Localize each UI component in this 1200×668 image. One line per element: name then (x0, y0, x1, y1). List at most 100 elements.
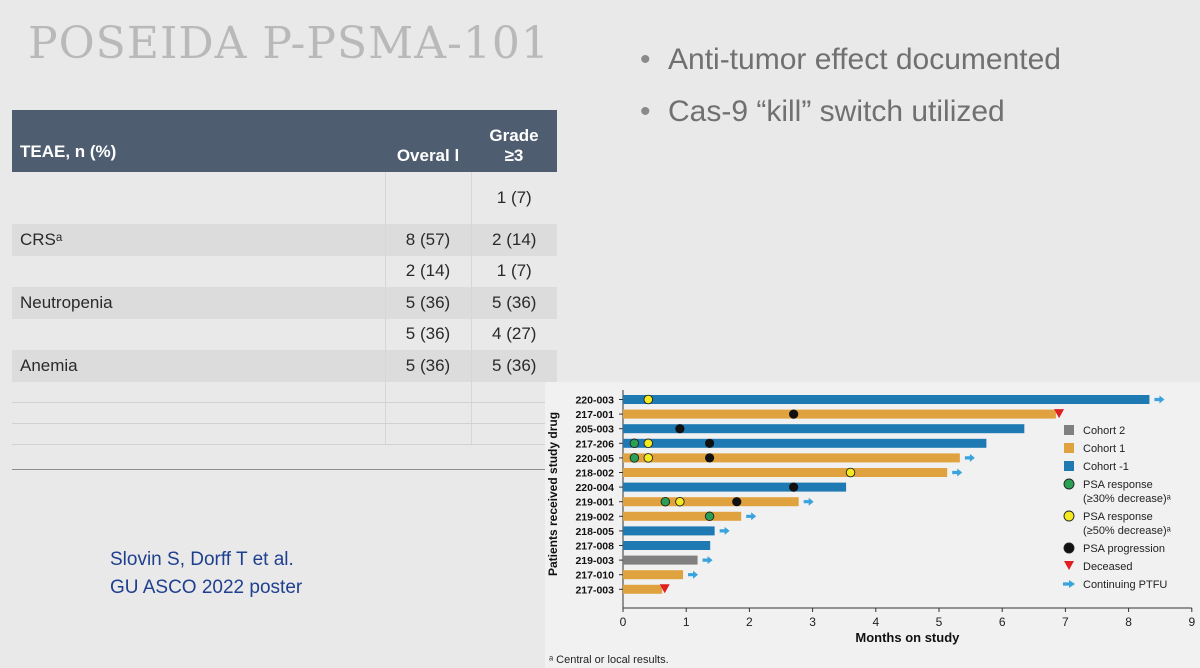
cell-grade3: 5 (36) (470, 350, 557, 382)
empty-cell (12, 423, 385, 445)
citation-source: GU ASCO 2022 poster (110, 577, 303, 598)
x-tick-label: 4 (872, 615, 879, 629)
slide-title: POSEIDA P-PSMA-101 (28, 18, 550, 69)
patient-label: 219-001 (575, 497, 614, 509)
patient-bar (623, 584, 663, 594)
deceased-marker (1054, 409, 1065, 419)
patient-label: 217-008 (575, 541, 614, 553)
bullet-text: Anti-tumor effect documented (668, 43, 1061, 76)
table-row: 2 (14) 1 (7) (12, 255, 557, 288)
chart-footnote: ᵃ Central or local results. (549, 654, 669, 666)
empty-cell (12, 381, 385, 403)
psa-response-50-marker (675, 496, 685, 507)
cell-grade3: 5 (36) (470, 287, 557, 319)
cell-grade3: 4 (27) (470, 318, 557, 350)
psa-response-30-marker (704, 511, 715, 522)
deceased-marker (659, 584, 670, 594)
table-divider (12, 469, 557, 470)
continuing-ptfu-arrow (688, 570, 699, 579)
patient-label: 217-010 (575, 570, 614, 582)
x-tick-label: 0 (620, 615, 627, 629)
cell-overall: 2 (14) (384, 255, 471, 287)
legend-swatch (1063, 542, 1075, 554)
continuing-ptfu-arrow (964, 453, 975, 462)
table-header-row: TEAE, n (%) Overal l Grade ≥3 (12, 110, 557, 172)
patient-label: 217-003 (575, 584, 614, 596)
psa-progression-marker (675, 424, 685, 434)
patient-label: 218-005 (575, 526, 614, 538)
table-row: CRSᵃ 8 (57) 2 (14) (12, 224, 557, 256)
legend-swatch (1064, 561, 1074, 570)
empty-cell (470, 423, 557, 445)
continuing-ptfu-arrow (803, 497, 814, 506)
patient-label: 219-002 (575, 511, 614, 523)
patient-bar (623, 409, 1056, 419)
patient-bar (623, 438, 987, 448)
citation-authors: Slovin S, Dorff T et al. (110, 549, 294, 570)
legend-swatch (1064, 425, 1074, 435)
patient-label: 219-003 (575, 555, 614, 567)
cell-overall: 5 (36) (384, 287, 471, 319)
legend-label: Cohort -1 (1083, 461, 1129, 473)
cell-label (12, 319, 385, 351)
legend-label-line2: (≥50% decrease)ᵃ (1083, 525, 1172, 537)
swimmer-chart-panel: 0 1 2 3 4 5 6 7 8 9 Months on study Patients receiv… (545, 382, 1200, 668)
empty-table-row (12, 402, 557, 424)
continuing-ptfu-arrow (746, 512, 757, 521)
patient-bar (623, 482, 847, 492)
legend-label: PSA response (1083, 511, 1153, 523)
x-tick-label: 7 (1062, 615, 1069, 629)
patient-bar (623, 424, 1025, 434)
citation: Slovin S, Dorff T et al. GU ASCO 2022 po… (110, 546, 302, 602)
legend-swatch (1064, 443, 1074, 453)
patient-bar (623, 468, 948, 477)
continuing-ptfu-arrow (1154, 395, 1165, 404)
empty-cell (12, 402, 385, 424)
psa-progression-marker (704, 453, 715, 463)
empty-cell (384, 423, 471, 445)
psa-response-50-marker (845, 467, 856, 478)
table-row: Neutropenia 5 (36) 5 (36) (12, 287, 557, 319)
psa-response-30-marker (660, 496, 671, 507)
legend-label: Continuing PTFU (1083, 579, 1167, 591)
psa-response-50-marker (643, 438, 654, 449)
cell-overall: 5 (36) (384, 318, 471, 350)
cell-grade3: 2 (14) (470, 224, 557, 256)
continuing-ptfu-arrow (719, 526, 730, 535)
header-grade3: Grade ≥3 (471, 110, 557, 172)
cell-label (12, 172, 385, 224)
cell-overall: 5 (36) (384, 350, 471, 382)
cell-label: CRSᵃ (12, 224, 385, 256)
cell-label (12, 256, 385, 288)
empty-cell (384, 402, 471, 424)
cell-grade3: 1 (7) (470, 255, 557, 287)
patient-bar (623, 453, 960, 463)
legend-label: PSA progression (1083, 543, 1165, 555)
header-overall: Overal l (385, 110, 471, 172)
cell-grade3: 1 (7) (470, 172, 557, 224)
x-tick-label: 6 (999, 615, 1006, 629)
teae-table: TEAE, n (%) Overal l Grade ≥3 1 (7) CRSᵃ 8… (12, 110, 557, 445)
patient-bar (623, 511, 742, 521)
bullet-symbol: • (640, 95, 651, 128)
patient-bar (623, 497, 799, 507)
legend-label: Deceased (1083, 561, 1133, 573)
psa-progression-marker (732, 497, 742, 507)
table-row: Anemia 5 (36) 5 (36) (12, 350, 557, 382)
bullet-item: • Anti-tumor effect documented (640, 34, 1061, 86)
bullet-list: • Anti-tumor effect documented • Cas-9 “ki… (640, 34, 1061, 138)
legend-label: PSA response (1083, 479, 1153, 491)
header-teae: TEAE, n (%) (12, 110, 385, 172)
psa-progression-marker (704, 438, 715, 448)
empty-cell (470, 381, 557, 403)
psa-progression-marker (789, 409, 799, 419)
psa-response-50-marker (643, 394, 654, 405)
x-tick-label: 8 (1125, 615, 1132, 629)
patient-label: 218-002 (575, 468, 614, 480)
continuing-ptfu-arrow (702, 556, 713, 565)
bullet-item: • Cas-9 “kill” switch utilized (640, 86, 1061, 138)
legend-swatch (1063, 478, 1075, 490)
continuing-ptfu-arrow (952, 468, 963, 477)
patient-bar (623, 555, 698, 565)
empty-table-row (12, 381, 557, 403)
